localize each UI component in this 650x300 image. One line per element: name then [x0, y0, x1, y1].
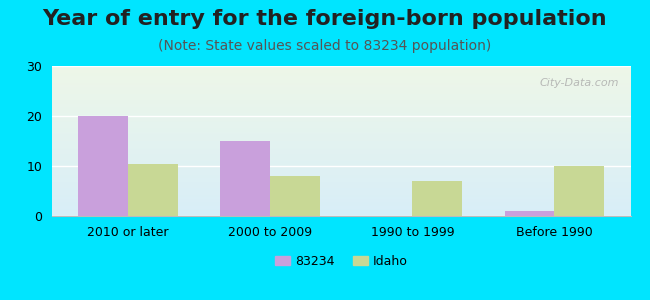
Bar [128, 164, 178, 216]
Bar [554, 166, 604, 216]
Bar [78, 116, 128, 216]
Bar [412, 181, 462, 216]
Bar [270, 176, 320, 216]
Bar [220, 141, 270, 216]
Text: City-Data.com: City-Data.com [540, 78, 619, 88]
Legend: 83234, Idaho: 83234, Idaho [270, 250, 413, 273]
Text: Year of entry for the foreign-born population: Year of entry for the foreign-born popul… [43, 9, 607, 29]
Text: (Note: State values scaled to 83234 population): (Note: State values scaled to 83234 popu… [159, 39, 491, 53]
Bar [504, 211, 554, 216]
